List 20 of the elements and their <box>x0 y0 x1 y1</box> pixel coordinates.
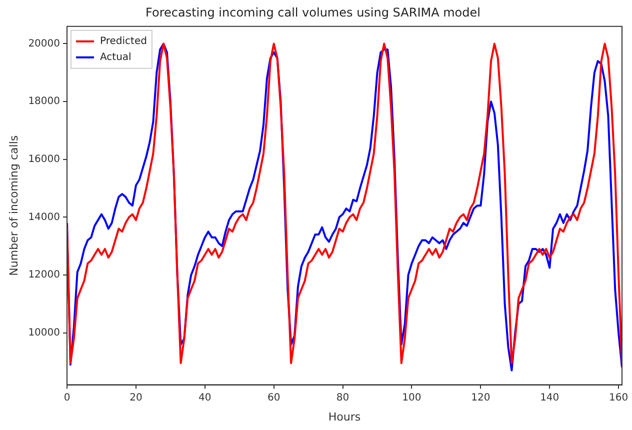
legend-label: Predicted <box>100 36 147 47</box>
x-tick-label: 60 <box>267 392 280 404</box>
x-tick-label: 160 <box>609 392 628 404</box>
y-tick-label: 14000 <box>28 212 60 223</box>
y-tick-label: 10000 <box>28 327 60 338</box>
x-tick-label: 120 <box>471 392 490 404</box>
x-tick-label: 80 <box>336 392 350 404</box>
x-tick-label: 100 <box>402 392 422 404</box>
x-tick-label: 0 <box>64 392 70 404</box>
x-tick-label: 20 <box>130 392 142 404</box>
y-tick-label: 16000 <box>28 154 60 165</box>
chart-title: Forecasting incoming call volumes using SARIMA model <box>146 5 480 20</box>
y-tick-label: 12000 <box>28 270 60 281</box>
y-tick-label: 18000 <box>28 96 60 108</box>
y-axis-title: Number of incoming calls <box>7 135 20 276</box>
x-axis-title: Hours <box>328 410 361 424</box>
x-tick-label: 140 <box>540 392 560 404</box>
legend-label: Actual <box>100 52 132 63</box>
x-tick-label: 40 <box>198 392 212 404</box>
y-tick-label: 20000 <box>28 38 60 50</box>
